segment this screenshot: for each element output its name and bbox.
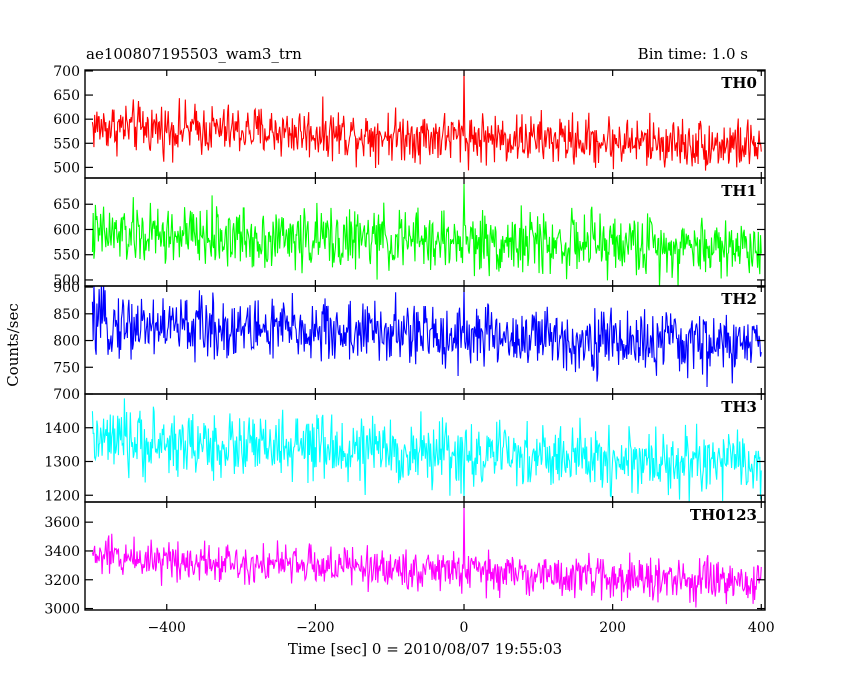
x-tick-label: 400: [748, 620, 775, 636]
series-line-th2: [91, 286, 762, 388]
chart-title: ae100807195503_wam3_trn: [86, 45, 302, 63]
panel-label: TH3: [721, 398, 757, 416]
panel-label: TH2: [721, 290, 757, 308]
y-tick-label: 3200: [44, 573, 80, 589]
panel-th0: 500 550 600 650 700 TH0: [53, 64, 766, 179]
panel-th3: 1200 1300 1400 TH3: [44, 393, 766, 504]
x-axis-label: Time [sec] 0 = 2010/08/07 19:55:03: [288, 640, 562, 658]
x-tick-label: −400: [148, 620, 186, 636]
panel-label: TH0123: [690, 506, 757, 524]
y-tick-label: 550: [53, 248, 80, 264]
series-line-th0: [91, 70, 762, 171]
y-tick-label: 600: [53, 112, 80, 128]
y-tick-label: 1400: [44, 421, 80, 437]
y-tick-label: 550: [53, 136, 80, 152]
panel-label: TH0: [721, 74, 757, 92]
x-axis: −400 −200 0 200 400: [148, 620, 775, 636]
panels-group: 500 550 600 650 700 TH0 500 550 600 650 TH1 700 750 8…: [44, 64, 766, 618]
y-tick-label: 500: [53, 160, 80, 176]
panel-th1: 500 550 600 650 TH1: [53, 177, 766, 289]
y-tick-label: 650: [53, 197, 80, 213]
y-tick-label: 1300: [44, 455, 80, 471]
x-tick-label: 0: [460, 620, 469, 636]
y-tick-label: 800: [53, 334, 80, 350]
y-tick-label: 1200: [44, 488, 80, 504]
series-line-th1: [91, 184, 762, 286]
x-tick-label: 200: [599, 620, 626, 636]
y-tick-label: 650: [53, 88, 80, 104]
y-axis-label: Counts/sec: [4, 303, 22, 387]
y-tick-label: 600: [53, 222, 80, 238]
panel-label: TH1: [721, 182, 757, 200]
y-tick-label: 700: [53, 64, 80, 80]
bin-time-label: Bin time: 1.0 s: [638, 45, 748, 63]
y-tick-label: 900: [53, 280, 80, 296]
y-tick-label: 750: [53, 360, 80, 376]
panel-th2: 700 750 800 850 900 TH2: [53, 280, 766, 403]
panel-frame: [84, 501, 766, 611]
y-tick-label: 3000: [44, 602, 80, 618]
y-tick-label: 3600: [44, 515, 80, 531]
y-tick-label: 700: [53, 387, 80, 403]
series-line-th0123: [91, 503, 762, 608]
series-line-th3: [91, 398, 762, 502]
x-tick-label: −200: [296, 620, 334, 636]
y-tick-label: 500: [53, 273, 80, 289]
y-tick-label: 850: [53, 307, 80, 323]
y-tick-label: 3400: [44, 544, 80, 560]
panel-th0123: 3000 3200 3400 3600 TH0123: [44, 501, 766, 618]
